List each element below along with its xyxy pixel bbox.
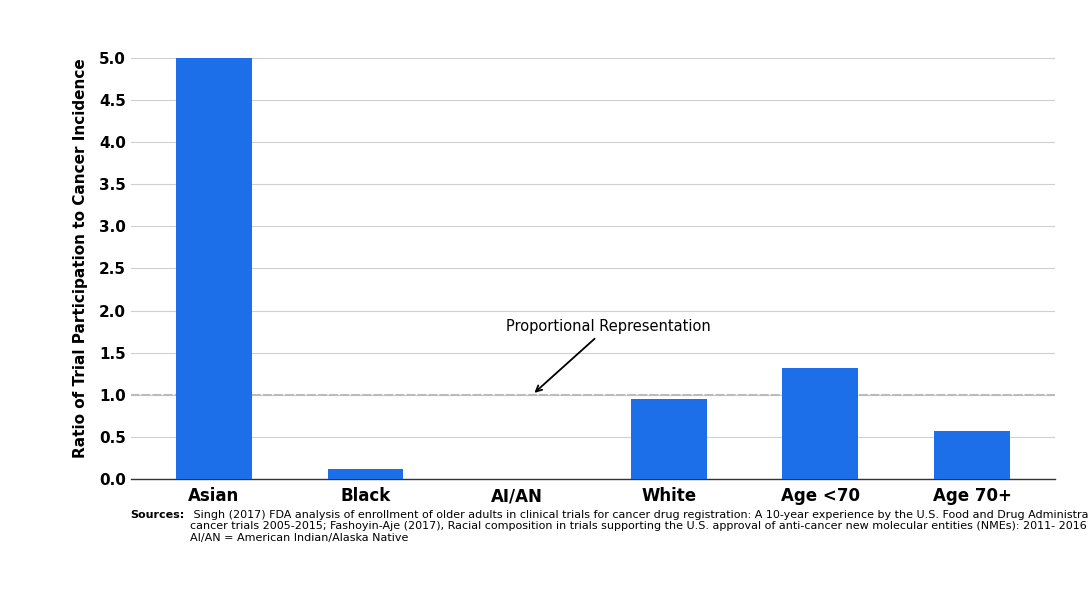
Bar xyxy=(631,399,707,479)
Bar xyxy=(176,58,251,479)
Text: Proportional Representation: Proportional Representation xyxy=(506,319,710,392)
Bar xyxy=(935,431,1010,479)
Text: Singh (2017) FDA analysis of enrollment of older adults in clinical trials for c: Singh (2017) FDA analysis of enrollment … xyxy=(190,510,1088,543)
Text: Sources:: Sources: xyxy=(131,510,185,519)
Bar xyxy=(782,368,858,479)
Y-axis label: Ratio of Trial Participation to Cancer Incidence: Ratio of Trial Participation to Cancer I… xyxy=(73,58,88,458)
Bar xyxy=(327,469,404,479)
